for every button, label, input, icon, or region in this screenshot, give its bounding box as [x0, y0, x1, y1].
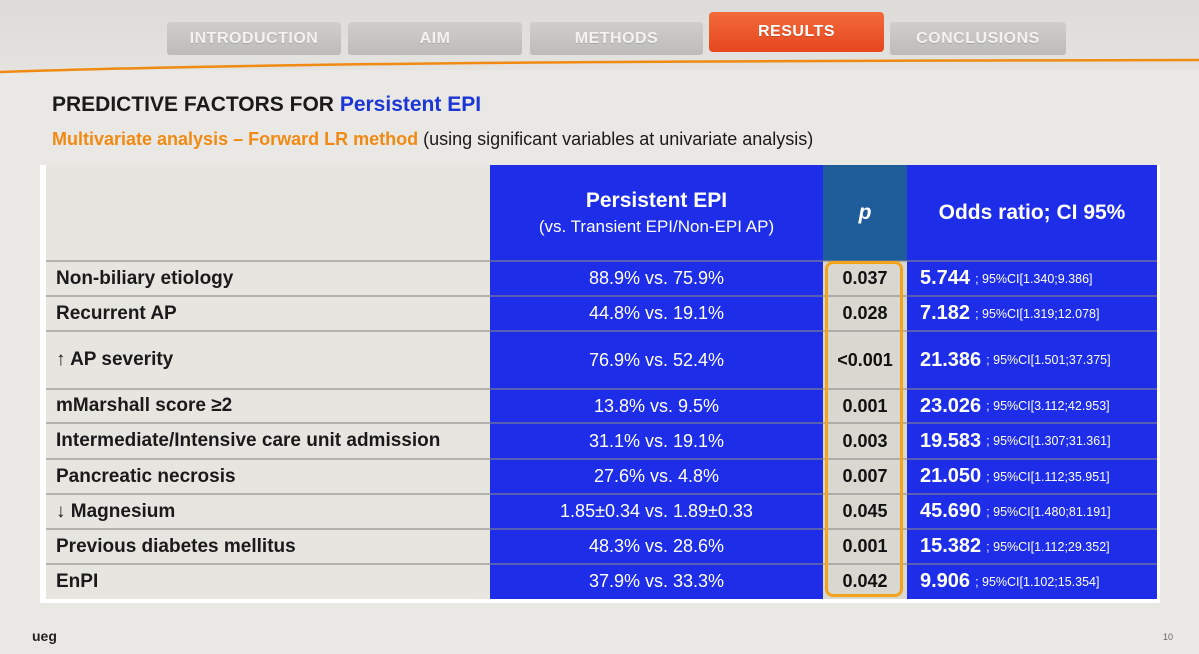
row-label: EnPI [56, 570, 99, 592]
row-value: 48.3% vs. 28.6% [588, 536, 725, 556]
row-odds-ratio: 45.690 ; 95%CI[1.480;81.191] [920, 494, 1111, 529]
odds-ratio-value: 9.906 [920, 570, 971, 592]
row-p-value: 0.001 [842, 395, 888, 416]
label-column [46, 165, 490, 599]
row-p-value: 0.037 [842, 268, 888, 288]
row-p-value: <0.001 [837, 349, 893, 370]
odds-ratio-column [907, 165, 1157, 599]
tab-conclusions[interactable]: CONCLUSIONS [890, 22, 1066, 55]
subtitle-rest: (using significant variables at univaria… [423, 129, 814, 149]
row-label: ↑ AP severity [56, 349, 174, 370]
persistent-epi-header: Persistent EPI (vs. Transient EPI/Non-EP… [490, 165, 823, 261]
confidence-interval: ; 95%CI[1.501;37.375] [986, 353, 1111, 367]
title-prefix: PREDICTIVE FACTORS FOR [52, 93, 334, 116]
confidence-interval: ; 95%CI[1.307;31.361] [986, 434, 1111, 448]
row-value: 88.9% vs. 75.9% [588, 268, 725, 288]
row-odds-ratio: 21.050 ; 95%CI[1.112;35.951] [920, 459, 1110, 494]
odds-ratio-value: 21.050 [920, 465, 982, 487]
tab-aim[interactable]: AIM [348, 22, 522, 55]
row-value: 31.1% vs. 19.1% [588, 430, 725, 451]
row-p-value: 0.028 [842, 303, 888, 323]
row-label: Pancreatic necrosis [56, 465, 236, 487]
row-odds-ratio: 5.744 ; 95%CI[1.340;9.386] [920, 261, 1093, 296]
ueg-logo: ueg [32, 628, 57, 644]
row-label: ↓ Magnesium [56, 500, 176, 522]
row-divider [46, 260, 1157, 262]
row-label: Recurrent AP [56, 302, 177, 324]
persistent-epi-column [490, 165, 823, 599]
tab-methods[interactable]: METHODS [530, 22, 703, 55]
or-header: Odds ratio; CI 95% [907, 165, 1157, 261]
slide-title: PREDICTIVE FACTORS FOR Persistent EPI [52, 93, 481, 117]
row-value: 44.8% vs. 19.1% [588, 303, 725, 323]
confidence-interval: ; 95%CI[1.112;29.352] [986, 539, 1110, 554]
row-odds-ratio: 19.583 ; 95%CI[1.307;31.361] [920, 423, 1111, 459]
row-divider [46, 563, 1157, 565]
row-divider [46, 458, 1157, 460]
row-divider [46, 422, 1157, 424]
confidence-interval: ; 95%CI[1.112;35.951] [986, 469, 1110, 484]
odds-ratio-value: 21.386 [920, 348, 982, 371]
odds-ratio-value: 7.182 [920, 302, 971, 324]
row-value: 1.85±0.34 vs. 1.89±0.33 [560, 501, 753, 521]
odds-ratio-value: 15.382 [920, 535, 982, 557]
confidence-interval: ; 95%CI[3.112;42.953] [986, 399, 1110, 413]
row-value: 76.9% vs. 52.4% [588, 349, 725, 370]
persistent-epi-header-sub: (vs. Transient EPI/Non-EPI AP) [538, 217, 775, 236]
p-header-label: p [858, 201, 872, 224]
persistent-epi-header-title: Persistent EPI [585, 189, 728, 212]
confidence-interval: ; 95%CI[1.102;15.354] [975, 574, 1100, 589]
odds-ratio-value: 19.583 [920, 429, 982, 452]
results-table: Persistent EPI (vs. Transient EPI/Non-EP… [40, 165, 1160, 603]
row-odds-ratio: 23.026 ; 95%CI[3.112;42.953] [920, 389, 1110, 423]
row-divider [46, 295, 1157, 297]
tab-introduction[interactable]: INTRODUCTION [167, 22, 341, 55]
row-label: Intermediate/Intensive care unit admissi… [56, 430, 441, 451]
odds-ratio-value: 45.690 [920, 500, 982, 522]
row-divider [46, 528, 1157, 530]
confidence-interval: ; 95%CI[1.480;81.191] [986, 504, 1111, 519]
subtitle-highlight: Multivariate analysis – Forward LR metho… [52, 129, 419, 149]
row-odds-ratio: 21.386 ; 95%CI[1.501;37.375] [920, 331, 1111, 389]
row-label: mMarshall score ≥2 [56, 395, 233, 416]
confidence-interval: ; 95%CI[1.319;12.078] [975, 306, 1100, 321]
row-odds-ratio: 9.906 ; 95%CI[1.102;15.354] [920, 564, 1099, 599]
p-column-header-bg [823, 165, 907, 261]
section-nav: INTRODUCTION AIM METHODS RESULTS CONCLUS… [0, 12, 1199, 58]
confidence-interval: ; 95%CI[1.340;9.386] [975, 271, 1093, 286]
row-label: Non-biliary etiology [56, 267, 234, 289]
row-odds-ratio: 7.182 ; 95%CI[1.319;12.078] [920, 296, 1099, 331]
orange-divider [0, 58, 1199, 74]
row-divider [46, 493, 1157, 495]
row-p-value: 0.003 [842, 430, 888, 451]
row-p-value: 0.042 [842, 571, 888, 591]
row-p-value: 0.007 [842, 466, 888, 486]
row-value: 27.6% vs. 4.8% [593, 466, 720, 486]
row-divider [46, 388, 1157, 390]
row-label: Previous diabetes mellitus [56, 535, 296, 557]
title-highlight: Persistent EPI [339, 93, 482, 116]
row-odds-ratio: 15.382 ; 95%CI[1.112;29.352] [920, 529, 1110, 564]
slide-subtitle: Multivariate analysis – Forward LR metho… [52, 129, 813, 150]
page-number: 10 [1163, 632, 1174, 642]
tab-results[interactable]: RESULTS [709, 12, 884, 52]
p-value-highlight [825, 261, 903, 597]
row-value: 37.9% vs. 33.3% [588, 571, 725, 591]
p-header: p [823, 165, 907, 261]
or-header-label: Odds ratio; CI 95% [938, 201, 1126, 224]
row-p-value: 0.045 [842, 501, 888, 521]
odds-ratio-value: 5.744 [920, 267, 971, 289]
row-value: 13.8% vs. 9.5% [593, 395, 720, 416]
row-divider [46, 330, 1157, 332]
row-p-value: 0.001 [842, 536, 888, 556]
odds-ratio-value: 23.026 [920, 394, 982, 417]
